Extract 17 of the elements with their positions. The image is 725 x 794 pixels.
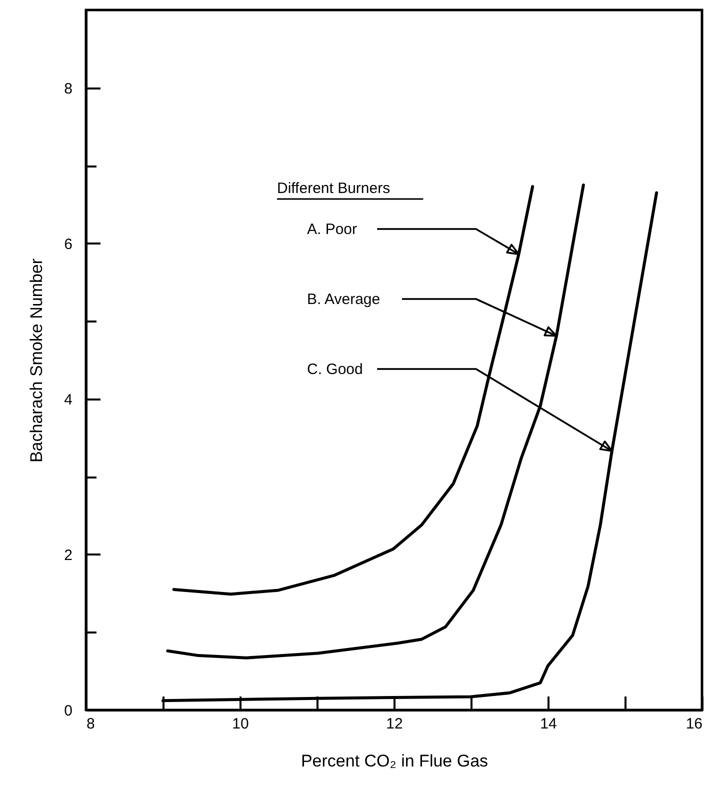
x-tick-label: 8 <box>86 716 95 732</box>
y-tick-label: 2 <box>64 546 72 564</box>
legend-title: Different Burners <box>277 180 390 197</box>
y-tick-label: 0 <box>64 702 72 720</box>
y-tick-label: 8 <box>64 80 72 98</box>
y-axis-title: Bacharach Smoke Number <box>27 258 46 463</box>
line-series <box>166 184 585 660</box>
annotation: A. Poor <box>307 221 358 238</box>
x-tick-label: 16 <box>686 716 702 732</box>
x-tick-label: 14 <box>540 716 557 732</box>
y-tick-label: 6 <box>64 236 72 253</box>
y-tick-label: 4 <box>64 391 72 408</box>
x-axis-title: Percent CO₂ in Flue Gas <box>300 752 488 770</box>
x-tick-label: 10 <box>232 716 249 732</box>
x-tick-label: 12 <box>386 716 403 732</box>
annotation: C. Good <box>307 361 363 378</box>
annotation: B. Average <box>307 291 380 308</box>
